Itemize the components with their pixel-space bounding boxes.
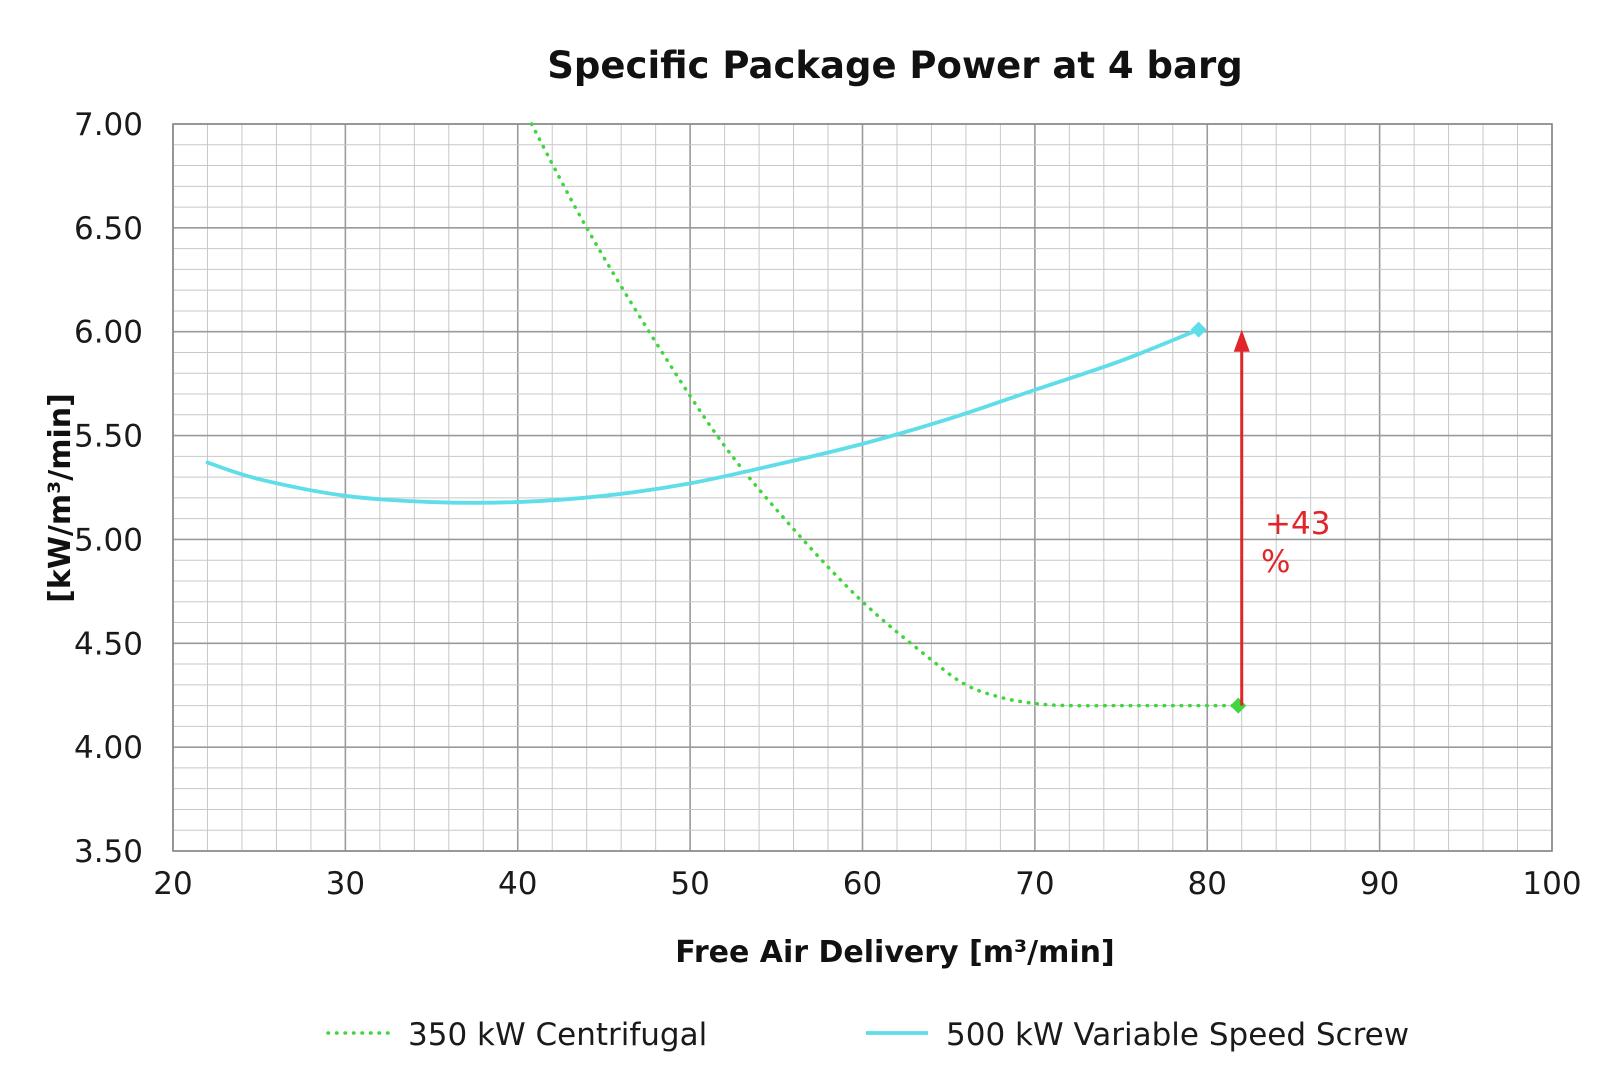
end-marker-centrifugal: [1230, 697, 1247, 714]
legend-label-centrifugal: 350 kW Centrifugal: [408, 1017, 707, 1053]
x-tick-label: 70: [1015, 866, 1054, 902]
end-marker-screw: [1190, 321, 1207, 338]
y-tick-label: 5.50: [74, 419, 143, 455]
x-tick-label: 60: [843, 866, 882, 902]
y-tick-label: 6.50: [74, 211, 143, 247]
series-layer: [205, 122, 1247, 714]
annotation-label-unit: %: [1261, 544, 1290, 580]
legend-label-screw: 500 kW Variable Speed Screw: [946, 1017, 1409, 1053]
plot-border: [172, 123, 1553, 852]
annotation-label: +43: [1265, 506, 1330, 542]
grid: [172, 123, 1553, 852]
x-tick-label: 40: [498, 866, 537, 902]
annotation-arrow-head: [1233, 329, 1250, 352]
annotation: +43 %: [1233, 329, 1330, 706]
x-tick-label: 50: [670, 866, 709, 902]
y-tick-label: 4.50: [74, 626, 143, 662]
chart-title: Specific Package Power at 4 barg: [547, 44, 1242, 87]
y-tick-label: 3.50: [74, 834, 143, 870]
tick-labels: 20 30 40 50 60 70 80 90 100 3.50 4.00 4.50 5.00 5.50 6…: [74, 107, 1582, 902]
y-axis-label: [kW/m³/min]: [43, 393, 78, 603]
legend: 350 kW Centrifugal 500 kW Variable Speed…: [326, 1017, 1409, 1053]
x-tick-label: 80: [1188, 866, 1227, 902]
x-tick-label: 30: [326, 866, 365, 902]
y-tick-label: 7.00: [74, 107, 143, 143]
series-line-centrifugal: [529, 122, 1241, 708]
y-tick-label: 6.00: [74, 315, 143, 351]
x-axis-label: Free Air Delivery [m³/min]: [675, 935, 1114, 970]
y-tick-label: 5.00: [74, 522, 143, 558]
x-tick-label: 90: [1360, 866, 1399, 902]
x-tick-label: 20: [153, 866, 192, 902]
y-tick-label: 4.00: [74, 730, 143, 766]
x-tick-label: 100: [1522, 866, 1581, 902]
series-line-screw: [205, 327, 1201, 505]
